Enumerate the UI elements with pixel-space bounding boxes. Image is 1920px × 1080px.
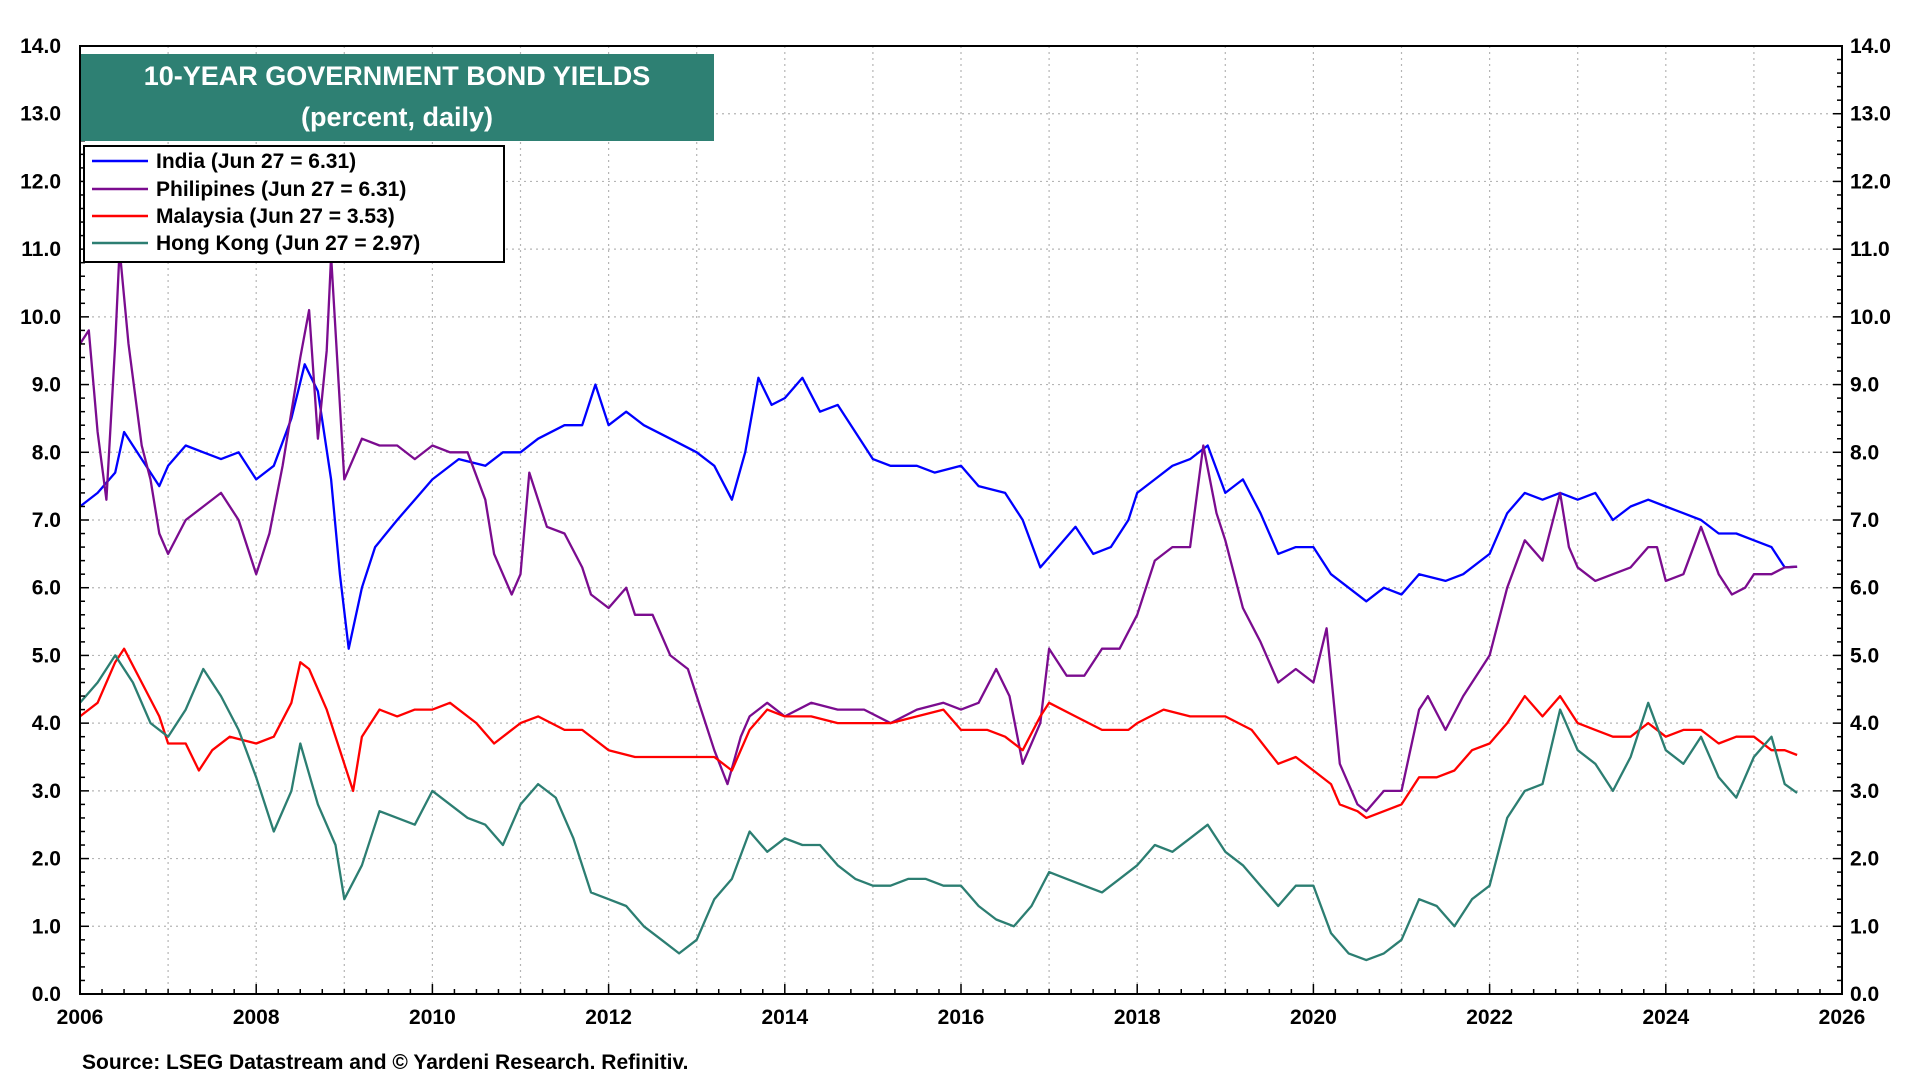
x-tick-label: 2024 (1642, 1006, 1689, 1029)
y-tick-label-right: 0.0 (1850, 983, 1879, 1006)
y-tick-label-left: 7.0 (32, 509, 61, 532)
x-tick-label: 2022 (1466, 1006, 1513, 1029)
y-tick-label-left: 4.0 (32, 712, 61, 735)
y-tick-label-left: 14.0 (20, 35, 61, 58)
y-tick-label-right: 1.0 (1850, 915, 1879, 938)
x-tick-label: 2014 (761, 1006, 808, 1029)
legend-label-malaysia: Malaysia (Jun 27 = 3.53) (156, 205, 395, 228)
y-tick-label-left: 9.0 (32, 374, 61, 397)
y-tick-label-left: 2.0 (32, 848, 61, 871)
series-line-malaysia (79, 647, 1798, 820)
y-tick-label-left: 8.0 (32, 441, 61, 464)
source-note: Source: LSEG Datastream and © Yardeni Re… (82, 1051, 688, 1074)
y-tick-label-right: 7.0 (1850, 509, 1879, 532)
series-line-hong-kong (79, 654, 1798, 962)
y-tick-label-left: 5.0 (32, 644, 61, 667)
y-tick-label-left: 11.0 (21, 238, 61, 261)
y-tick-label-right: 14.0 (1850, 35, 1891, 58)
y-tick-label-left: 6.0 (32, 577, 61, 600)
y-tick-label-right: 6.0 (1850, 577, 1879, 600)
y-tick-label-right: 3.0 (1850, 780, 1879, 803)
y-tick-label-left: 10.0 (20, 306, 61, 329)
series-line-philipines (79, 247, 1798, 813)
y-tick-label-right: 2.0 (1850, 848, 1879, 871)
legend: India (Jun 27 = 6.31) Philipines (Jun 27… (83, 145, 505, 263)
x-tick-label: 2006 (57, 1006, 104, 1029)
y-tick-label-right: 4.0 (1850, 712, 1879, 735)
x-tick-label: 2012 (585, 1006, 632, 1029)
x-tick-label: 2026 (1819, 1006, 1866, 1029)
x-tick-label: 2010 (409, 1006, 456, 1029)
series-lines (79, 247, 1798, 962)
y-tick-label-right: 13.0 (1850, 103, 1891, 126)
x-tick-label: 2008 (233, 1006, 280, 1029)
y-tick-label-left: 12.0 (20, 170, 61, 193)
y-tick-label-left: 0.0 (32, 983, 61, 1006)
y-tick-label-right: 10.0 (1850, 306, 1891, 329)
chart-subtitle: (percent, daily) (301, 102, 493, 132)
y-tick-label-right: 9.0 (1850, 374, 1879, 397)
legend-label-philippines: Philipines (Jun 27 = 6.31) (156, 178, 406, 201)
y-axis-left-tick-labels: 0.0 1.0 2.0 3.0 4.0 5.0 6.0 7.0 8.0 9.0 10.0 11.0 12… (20, 35, 61, 1006)
y-tick-label-left: 13.0 (20, 103, 61, 126)
legend-label-india: India (Jun 27 = 6.31) (156, 150, 356, 173)
x-tick-label: 2016 (938, 1006, 985, 1029)
y-tick-label-right: 8.0 (1850, 441, 1879, 464)
x-tick-label: 2020 (1290, 1006, 1337, 1029)
y-tick-label-right: 5.0 (1850, 644, 1879, 667)
legend-label-hong-kong: Hong Kong (Jun 27 = 2.97) (156, 232, 420, 255)
y-axis-right-tick-labels: 0.0 1.0 2.0 3.0 4.0 5.0 6.0 7.0 8.0 9.0 10.0 11.0 12… (1850, 35, 1891, 1006)
grid (80, 46, 1842, 994)
y-tick-label-left: 1.0 (32, 915, 61, 938)
chart-title: 10-YEAR GOVERNMENT BOND YIELDS (144, 61, 651, 91)
title-box: 10-YEAR GOVERNMENT BOND YIELDS (percent,… (81, 54, 714, 141)
y-tick-label-right: 11.0 (1850, 238, 1890, 261)
x-axis-tick-labels: 2006 2008 2010 2012 2014 2016 2018 2020 2022 2024… (57, 1006, 1866, 1029)
y-tick-label-right: 12.0 (1850, 170, 1891, 193)
y-tick-label-left: 3.0 (32, 780, 61, 803)
x-tick-label: 2018 (1114, 1006, 1161, 1029)
series-line-india (79, 363, 1798, 650)
